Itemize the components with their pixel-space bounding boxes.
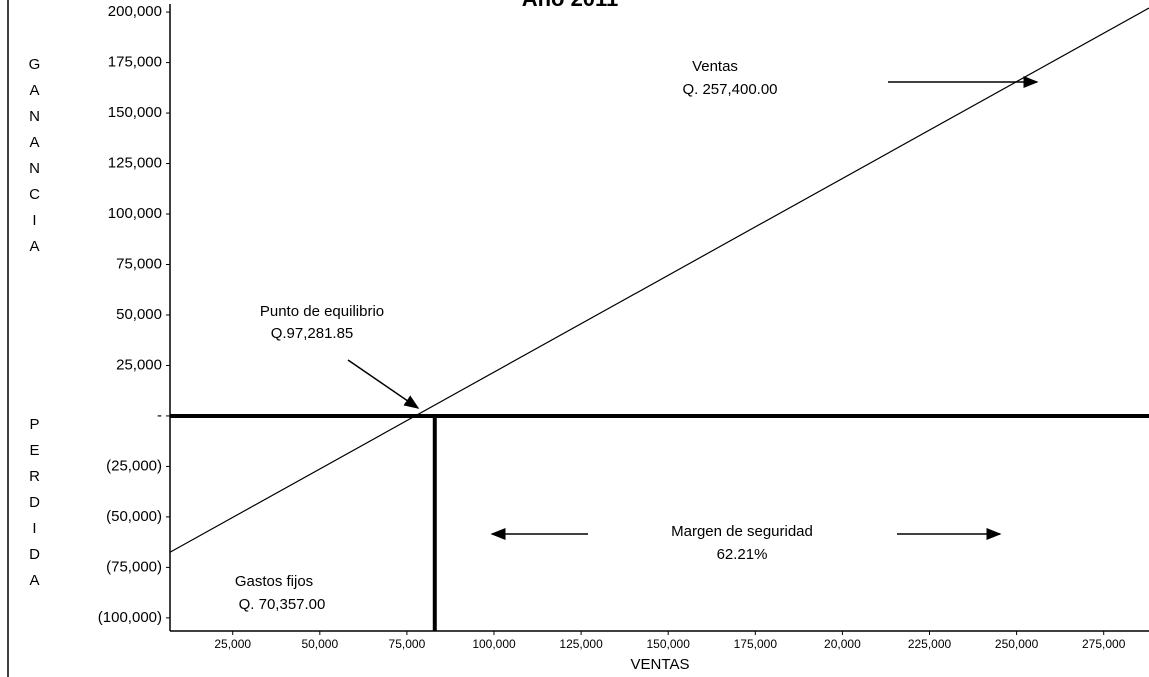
annotation: Q.97,281.85 — [271, 325, 354, 342]
y-tick-label: 75,000 — [116, 255, 162, 272]
y-tick-label: 150,000 — [108, 104, 162, 121]
sales-line — [169, 7, 1149, 553]
y-tick-label: 175,000 — [108, 54, 162, 71]
x-tick-label: 250,000 — [995, 637, 1039, 651]
y-tick-label: 25,000 — [116, 356, 162, 373]
annotation: Q. 257,400.00 — [682, 81, 777, 98]
arrow — [347, 359, 420, 409]
y-tick-label: 200,000 — [108, 3, 162, 20]
x-tick-label: 275,000 — [1082, 637, 1126, 651]
x-tick-label: 100,000 — [472, 637, 516, 651]
annotation: Margen de seguridad — [671, 523, 813, 540]
x-tick-label: 75,000 — [389, 637, 426, 651]
y-axis-label: GANANCIA — [26, 56, 43, 264]
x-tick-label: 225,000 — [908, 637, 952, 651]
y-tick-label: 50,000 — [116, 306, 162, 323]
x-axis-label: VENTAS — [631, 656, 690, 673]
x-tick-label: 175,000 — [734, 637, 778, 651]
y-tick-label: 125,000 — [108, 154, 162, 171]
annotation: 62.21% — [717, 546, 768, 563]
y-tick-label: (75,000) — [106, 558, 162, 575]
annotation: Gastos fijos — [235, 573, 313, 590]
x-tick-label: 125,000 — [559, 637, 603, 651]
y-tick-label: (100,000) — [98, 609, 162, 626]
y-tick-label: (50,000) — [106, 508, 162, 525]
x-tick-label: 25,000 — [214, 637, 251, 651]
y-axis-label: PERDIDA — [26, 416, 43, 598]
y-tick-label: (25,000) — [106, 457, 162, 474]
y-tick-label: 100,000 — [108, 205, 162, 222]
chart-title: Año 2011 — [522, 0, 619, 11]
x-tick-label: 50,000 — [301, 637, 338, 651]
x-tick-label: 20,000 — [824, 637, 861, 651]
annotation: Q. 70,357.00 — [239, 596, 326, 613]
y-tick-label: - — [157, 407, 162, 424]
annotation: Punto de equilibrio — [260, 303, 384, 320]
x-tick-label: 150,000 — [647, 637, 691, 651]
annotation: Ventas — [692, 58, 738, 75]
